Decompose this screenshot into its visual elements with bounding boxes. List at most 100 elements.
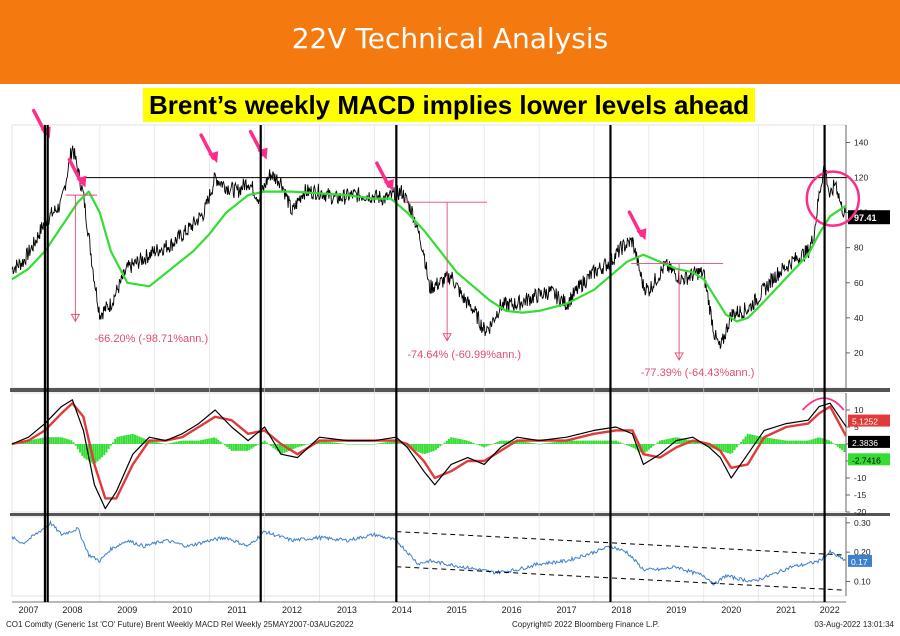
histogram-bar [735, 444, 738, 448]
histogram-bar [129, 434, 132, 444]
histogram-bar [630, 444, 633, 447]
footer-left: CO1 Comdty (Generic 1st 'CO' Future) Bre… [6, 620, 354, 629]
histogram-bar [360, 444, 363, 445]
histogram-bar [11, 444, 13, 445]
histogram-bar [151, 441, 154, 444]
histogram-bar [79, 444, 82, 453]
histogram-bar [173, 442, 176, 444]
histogram-bar [399, 443, 402, 444]
histogram-bar [566, 440, 569, 444]
highlight-circle [805, 170, 861, 227]
histogram-bar [812, 438, 815, 444]
histogram-bar [318, 440, 321, 444]
histogram-bar [551, 442, 554, 444]
footer-right: 03-Aug-2022 13:01:34 [814, 620, 894, 629]
histogram-bar [577, 440, 580, 444]
histogram-bar [784, 440, 787, 444]
histogram-bar [685, 439, 688, 444]
histogram-bar [500, 440, 503, 444]
pink-arrowhead [76, 175, 87, 188]
histogram-bar [724, 444, 727, 453]
title-banner: 22V Technical Analysis [0, 0, 900, 84]
macd-last-value-box [848, 435, 890, 448]
histogram-bar [87, 444, 90, 461]
histogram-bar [428, 444, 431, 453]
histogram-bar [105, 444, 108, 453]
histogram-bar [180, 440, 183, 444]
histogram-bar [243, 444, 246, 451]
histogram-bar [252, 444, 255, 448]
histogram-bar [478, 444, 481, 446]
histogram-bar [788, 440, 791, 444]
histogram-bar [320, 440, 323, 444]
histogram-bar [65, 438, 68, 444]
histogram-bar [309, 443, 312, 444]
macd-last-value: 2.3836 [852, 438, 878, 448]
histogram-bar [281, 444, 284, 454]
macd-last-value: 5.1252 [852, 417, 878, 427]
histogram-bar [112, 442, 115, 444]
macd-y-tick-label: -20 [854, 507, 867, 517]
histogram-bar [480, 444, 483, 447]
histogram-bar [256, 444, 259, 445]
histogram-bar [529, 442, 532, 444]
histogram-bar [283, 444, 286, 453]
x-tick-label: 2017 [557, 605, 577, 615]
histogram-bar [171, 442, 174, 444]
histogram-bar [546, 442, 549, 444]
histogram-bar [733, 444, 736, 451]
histogram-bar [461, 439, 464, 444]
macd-last-value-box [848, 414, 890, 427]
trend-channel-line [396, 566, 844, 591]
histogram-bar [597, 440, 600, 444]
histogram-bar [270, 444, 273, 447]
histogram-bar [182, 440, 185, 444]
histogram-bar [419, 444, 422, 453]
histogram-bar [496, 441, 499, 444]
histogram-bar [50, 437, 53, 444]
histogram-bar [368, 444, 371, 445]
histogram-bar [153, 441, 156, 444]
histogram-bar [412, 444, 415, 451]
histogram-bar [474, 443, 477, 445]
histogram-bar [96, 444, 99, 462]
histogram-bar [149, 440, 152, 444]
x-tick-label: 2019 [666, 605, 686, 615]
histogram-bar [443, 442, 446, 444]
histogram-bar [748, 434, 751, 444]
histogram-bar [434, 444, 437, 450]
histogram-bar [656, 442, 659, 444]
histogram-bar [166, 443, 169, 445]
drawdown-label: -74.64% (-60.99%ann.) [407, 349, 521, 361]
relative-y-tick-label: 0.20 [854, 547, 871, 557]
histogram-bar [169, 443, 172, 444]
histogram-bar [476, 444, 479, 445]
histogram-bar [562, 441, 565, 444]
x-tick-label: 2014 [392, 605, 412, 615]
histogram-bar [28, 440, 31, 444]
histogram-bar [586, 440, 589, 444]
histogram-bar [215, 438, 218, 444]
histogram-bar [696, 442, 699, 444]
histogram-bar [654, 444, 657, 445]
histogram-bar [518, 440, 521, 444]
histogram-bar [827, 440, 830, 444]
histogram-bar [232, 444, 235, 451]
histogram-bar [30, 439, 33, 444]
histogram-bar [109, 444, 112, 446]
histogram-bar [667, 438, 670, 444]
histogram-bar [199, 440, 202, 444]
histogram-bar [599, 440, 602, 444]
histogram-bar [621, 443, 624, 444]
price-y-tick-label: 140 [854, 138, 868, 148]
histogram-bar [645, 444, 648, 452]
x-tick-label: 2021 [776, 605, 796, 615]
price-series [11, 145, 846, 349]
histogram-bar [792, 440, 795, 444]
x-tick-label: 2007 [18, 605, 38, 615]
histogram-bar [680, 438, 683, 444]
histogram-bar [344, 443, 347, 445]
histogram-bar [26, 440, 29, 444]
histogram-bar [393, 440, 396, 444]
